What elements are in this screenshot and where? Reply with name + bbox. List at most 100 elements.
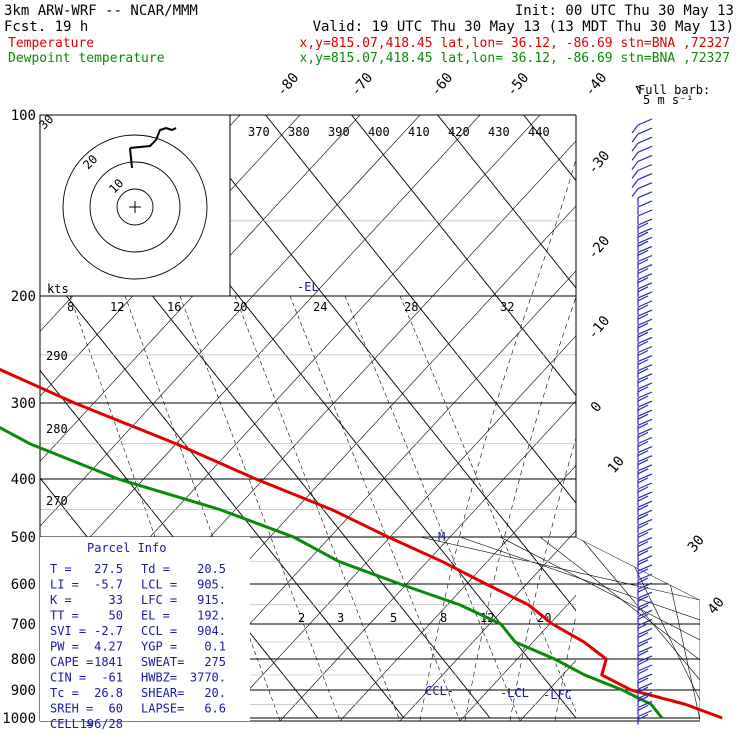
dry-adiabat — [279, 400, 576, 721]
wind-barb-flag — [637, 268, 649, 275]
isotherm-label: -30 — [585, 148, 614, 178]
wind-barb-flag — [637, 355, 653, 363]
mixing-ratio-line — [69, 295, 221, 721]
wind-barb-flag — [637, 395, 649, 402]
wind-barb-flag — [637, 231, 649, 238]
model-title: 3km ARW-WRF -- NCAR/MMM — [4, 3, 198, 19]
wind-barb-flag — [637, 313, 649, 320]
wind-barbs — [631, 118, 653, 725]
isotherm-label: -80 — [274, 70, 303, 100]
isotherm-label: -40 — [582, 70, 611, 100]
dry-adiabat — [519, 659, 576, 721]
theta-label: 380 — [288, 125, 310, 139]
parcel-key: CAPE = — [50, 655, 93, 669]
parcel-key: PW = — [50, 640, 79, 654]
wind-barb-flag — [637, 413, 649, 420]
parcel-key: LCL = — [141, 578, 177, 592]
mixing-ratio-label: 3 — [337, 611, 344, 625]
moist-adiabat — [419, 158, 576, 721]
upper-mix-label: 20 — [233, 300, 247, 314]
temperature-location: x,y=815.07,418.45 lat,lon= 36.12, -86.69… — [300, 36, 730, 51]
wind-barb-flag — [637, 482, 653, 490]
isotherm-label: -70 — [348, 70, 377, 100]
theta-label: 430 — [488, 125, 510, 139]
parcel-value: 6.6 — [204, 702, 226, 716]
wind-barb-flag — [637, 440, 649, 448]
wind-barb-flag — [637, 564, 653, 572]
upper-mix-label: 32 — [500, 300, 514, 314]
parcel-value: 905. — [197, 578, 226, 592]
wind-barb-flag — [637, 618, 653, 627]
wind-barb-flag — [637, 700, 653, 708]
profile-line — [0, 367, 723, 720]
wind-barb-flag — [637, 491, 653, 499]
wind-barb-flag — [637, 368, 649, 375]
parcel-key: SHEAR= — [141, 686, 184, 700]
dry-adiabat — [40, 115, 421, 527]
pressure-tick-label: 1000 — [2, 711, 36, 727]
wind-barb — [631, 161, 639, 170]
wind-barb-flag — [637, 695, 649, 702]
wind-barb-flag — [637, 282, 653, 290]
wind-barb — [631, 170, 639, 179]
dry-adiabat — [700, 115, 740, 721]
wind-barb — [631, 133, 639, 143]
parcel-info-panel: T = 27.5 Td = 20.5 LI = -5.7 LCL = 905. K = 33 LFC… — [40, 537, 250, 731]
dry-adiabat — [580, 115, 740, 721]
wind-barb-flag — [637, 586, 649, 593]
wind-barb-flag — [637, 527, 653, 536]
wind-barb-flag — [637, 286, 649, 293]
wind-barb-flag — [637, 359, 649, 366]
isotherm — [40, 262, 405, 719]
pressure-tick-label: 100 — [11, 108, 36, 124]
parcel-key: LFC = — [141, 593, 177, 607]
dewpoint-location: x,y=815.07,418.45 lat,lon= 36.12, -86.69… — [300, 51, 730, 66]
mixing-ratio-line — [234, 295, 401, 721]
dry-adiabat — [399, 530, 576, 721]
wind-barb-flag — [637, 364, 653, 372]
parcel-key: SWEAT= — [141, 655, 184, 669]
wind-barb-flag — [637, 431, 649, 438]
wind-barb-flag — [637, 668, 649, 675]
wind-barb-flag — [637, 249, 649, 256]
isotherm — [179, 115, 576, 612]
upper-mix-label: 24 — [313, 300, 327, 314]
wind-barb-flag — [637, 382, 653, 390]
wind-barb-flag — [637, 254, 653, 263]
dry-adiabat — [459, 595, 576, 721]
parcel-key: Tc = — [50, 686, 79, 700]
parcel-key: Td = — [141, 562, 170, 576]
wind-barb-flag — [637, 459, 649, 466]
pressure-tick-label: 200 — [11, 289, 36, 305]
wind-barb-flag — [637, 464, 653, 472]
extension-line — [419, 537, 700, 601]
parcel-info-bg — [40, 537, 250, 721]
wind-barb-flag — [637, 331, 649, 338]
theta-side-label: 270 — [46, 494, 68, 508]
wind-barb-flag — [637, 264, 653, 272]
pressure-tick-label: 300 — [11, 396, 36, 412]
dry-adiabat — [640, 115, 740, 721]
wind-barb-flag — [637, 309, 653, 317]
parcel-value: 915. — [197, 593, 226, 607]
hodograph-trace — [129, 126, 177, 169]
hodograph-ring — [116, 188, 154, 226]
theta-label: 410 — [408, 125, 430, 139]
upper-mix-label: 8 — [67, 300, 74, 314]
parcel-key: CCL = — [141, 624, 177, 638]
wind-barb-flag — [637, 336, 653, 344]
parcel-key: LAPSE= — [141, 702, 184, 716]
level-marker: -LFC — [543, 688, 572, 702]
parcel-key: LI = — [50, 578, 79, 592]
hodograph-ring — [62, 134, 208, 280]
wind-barb-flag — [637, 637, 653, 645]
moist-adiabat — [464, 296, 576, 721]
wind-barb-flag — [637, 673, 653, 681]
valid-time: Valid: 19 UTC Thu 30 May 13 (13 MDT Thu … — [313, 19, 734, 35]
hodograph-ring — [89, 161, 181, 253]
mixing-ratio-line — [124, 295, 281, 721]
parcel-key: CIN = — [50, 671, 86, 685]
wind-barb-flag — [637, 377, 649, 384]
parcel-value: 1841 — [94, 655, 123, 669]
mixing-ratio-label: 8 — [440, 611, 447, 625]
